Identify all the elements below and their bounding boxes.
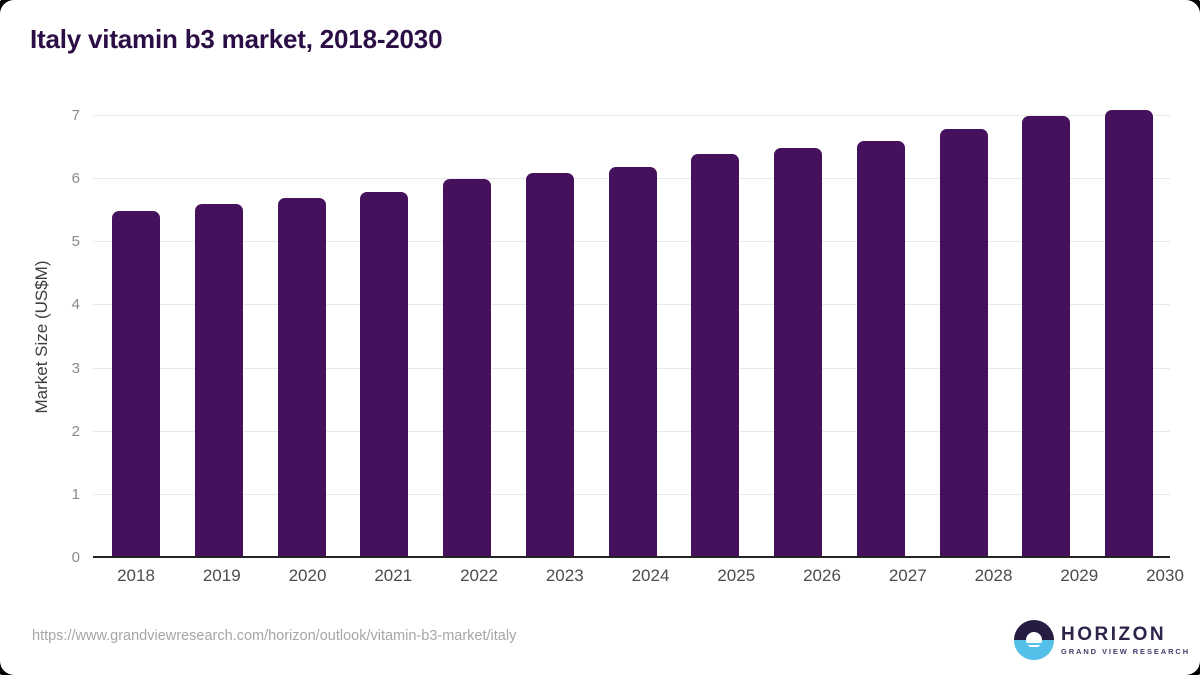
bar-2028[interactable] bbox=[939, 128, 988, 558]
x-axis-tick-labels: 2018 2019 2020 2021 2022 2023 2024 2025 2026 2027… bbox=[93, 566, 1200, 586]
x-tick-label: 2019 bbox=[202, 566, 241, 585]
y-tick-label: 3 bbox=[71, 359, 80, 377]
x-tick-label: 2027 bbox=[888, 566, 927, 585]
bar-2026[interactable] bbox=[774, 147, 822, 558]
bar-2022[interactable] bbox=[443, 179, 491, 558]
y-axis: 0 1 2 3 4 5 6 7 bbox=[0, 0, 80, 675]
bar-2018[interactable] bbox=[112, 210, 160, 558]
x-tick-label: 2030 bbox=[1146, 566, 1184, 585]
y-tick-label: 2 bbox=[71, 422, 80, 440]
x-tick-label: 2026 bbox=[803, 566, 841, 585]
y-tick-label: 1 bbox=[71, 485, 80, 503]
bar-2020[interactable] bbox=[277, 198, 326, 558]
y-tick-label: 0 bbox=[71, 549, 80, 566]
x-tick-label: 2021 bbox=[374, 566, 413, 585]
bar-2024[interactable] bbox=[608, 166, 657, 558]
bar-2021[interactable] bbox=[360, 191, 409, 558]
x-tick-label: 2024 bbox=[631, 566, 670, 585]
x-axis-line bbox=[93, 556, 1170, 558]
bar-2023[interactable] bbox=[525, 172, 574, 558]
logo-name: HORIZON bbox=[1061, 623, 1167, 645]
bars-container bbox=[93, 96, 1170, 558]
bar-2025[interactable] bbox=[691, 153, 740, 558]
y-tick-label: 6 bbox=[71, 170, 80, 188]
bar-2029[interactable] bbox=[1022, 116, 1071, 558]
bar-2030[interactable] bbox=[1105, 109, 1153, 558]
horizon-logo-text: HORIZON GRAND VIEW RESEARCH bbox=[1061, 625, 1190, 656]
bar-2027[interactable] bbox=[856, 141, 905, 558]
x-tick-label: 2025 bbox=[717, 566, 756, 585]
y-tick-label: 7 bbox=[71, 107, 80, 125]
x-tick-label: 2018 bbox=[117, 566, 155, 585]
y-tick-label: 4 bbox=[71, 296, 80, 314]
x-tick-label: 2020 bbox=[288, 566, 327, 585]
x-tick-label: 2023 bbox=[545, 566, 584, 585]
source-url: https://www.grandviewresearch.com/horizo… bbox=[32, 628, 517, 644]
horizon-logo[interactable]: HORIZON GRAND VIEW RESEARCH bbox=[1014, 620, 1190, 660]
bar-2019[interactable] bbox=[194, 204, 243, 558]
x-tick-label: 2028 bbox=[974, 566, 1013, 585]
y-tick-label: 5 bbox=[71, 233, 80, 251]
horizon-logo-icon bbox=[1014, 620, 1054, 660]
chart-title: Italy vitamin b3 market, 2018-2030 bbox=[30, 24, 443, 54]
gridline bbox=[93, 115, 1170, 117]
logo-tagline: GRAND VIEW RESEARCH bbox=[1061, 646, 1191, 656]
x-tick-label: 2022 bbox=[460, 566, 498, 585]
plot-area bbox=[93, 96, 1170, 558]
x-tick-label: 2029 bbox=[1060, 566, 1099, 585]
